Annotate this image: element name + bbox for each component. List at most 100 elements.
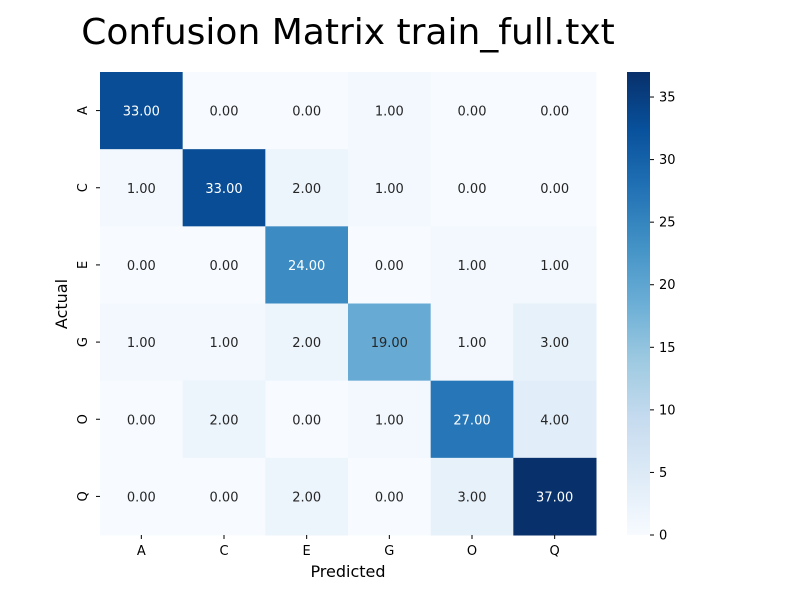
cell-value-label: 2.00	[292, 336, 321, 351]
heatmap-cell	[265, 303, 349, 382]
heatmap-cell	[348, 457, 432, 536]
x-tick-label: C	[219, 544, 228, 559]
colorbar-tick-label: 20	[659, 278, 676, 293]
x-tick-label: A	[137, 544, 146, 559]
cell-value-label: 0.00	[210, 105, 239, 120]
chart-title: Confusion Matrix train_full.txt	[81, 12, 615, 53]
cell-value-label: 1.00	[210, 336, 239, 351]
colorbar-tick-label: 10	[659, 403, 676, 418]
cell-value-label: 0.00	[375, 490, 404, 505]
heatmap-cell	[100, 457, 184, 536]
x-tick-label: O	[467, 544, 477, 559]
heatmap-cell	[100, 303, 184, 382]
colorbar-tick-label: 35	[659, 91, 676, 106]
cell-value-label: 3.00	[458, 490, 487, 505]
cell-value-label: 0.00	[540, 182, 569, 197]
cell-value-label: 1.00	[540, 259, 569, 274]
heatmap-cell	[182, 303, 266, 382]
x-tick-label: E	[303, 544, 311, 559]
y-tick-label: A	[76, 106, 91, 115]
cell-value-label: 0.00	[127, 490, 156, 505]
heatmap-cell	[513, 72, 597, 150]
colorbar-ticks: 0 5 10 15 20 25 30 35	[650, 91, 676, 544]
cell-value-label: 27.00	[453, 413, 490, 428]
colorbar-tick-label: 5	[659, 466, 667, 481]
heatmap-cell	[265, 457, 349, 536]
colorbar-tick-label: 15	[659, 341, 676, 356]
y-tick-label: G	[76, 337, 91, 347]
heatmap-cell	[265, 226, 349, 304]
heatmap-cell	[348, 226, 432, 304]
heatmap-cell	[182, 226, 266, 304]
cell-value-label: 1.00	[375, 182, 404, 197]
cell-value-label: 0.00	[127, 259, 156, 274]
cell-value-label: 0.00	[292, 105, 321, 120]
heatmap-cell	[182, 72, 266, 150]
cell-value-label: 1.00	[375, 105, 404, 120]
colorbar-tick-label: 25	[659, 216, 676, 231]
cell-value-label: 4.00	[540, 413, 569, 428]
heatmap-cell	[430, 303, 514, 382]
heatmap-cell	[430, 72, 514, 150]
heatmap-cell	[100, 149, 184, 227]
cell-value-label: 0.00	[210, 259, 239, 274]
heatmap-cells	[100, 72, 597, 536]
heatmap-cell	[265, 380, 349, 459]
colorbar-tick-label: 30	[659, 153, 676, 168]
cell-value-label: 0.00	[127, 413, 156, 428]
heatmap-cell	[265, 149, 349, 227]
cell-value-label: 0.00	[292, 413, 321, 428]
cell-value-label: 1.00	[458, 336, 487, 351]
heatmap-cell	[265, 72, 349, 150]
y-axis-label: Actual	[52, 279, 71, 329]
cell-value-label: 0.00	[458, 105, 487, 120]
cell-value-label: 2.00	[292, 490, 321, 505]
heatmap-cell	[348, 72, 432, 150]
cell-value-label: 1.00	[375, 413, 404, 428]
cell-value-label: 0.00	[458, 182, 487, 197]
heatmap-cell	[513, 303, 597, 382]
heatmap-cell	[430, 226, 514, 304]
cell-value-label: 24.00	[288, 259, 325, 274]
cell-value-label: 2.00	[210, 413, 239, 428]
heatmap-cell	[513, 149, 597, 227]
heatmap-cell	[513, 380, 597, 459]
heatmap-cell	[430, 380, 514, 459]
cell-value-label: 2.00	[292, 182, 321, 197]
cell-value-label: 33.00	[205, 182, 242, 197]
cell-value-label: 3.00	[540, 336, 569, 351]
cell-value-label: 33.00	[123, 105, 160, 120]
cell-value-label: 0.00	[540, 105, 569, 120]
cell-value-label: 1.00	[127, 182, 156, 197]
y-axis: A C E G O Q	[76, 106, 100, 502]
colorbar	[627, 72, 650, 535]
cell-value-label: 19.00	[371, 336, 408, 351]
y-tick-label: O	[76, 414, 91, 424]
cell-value-label: 37.00	[536, 490, 573, 505]
cell-value-label: 1.00	[127, 336, 156, 351]
heatmap-cell	[348, 303, 432, 382]
x-tick-label: G	[384, 544, 394, 559]
heatmap-cell	[100, 226, 184, 304]
colorbar-tick-label: 0	[659, 529, 667, 544]
cell-value-label: 1.00	[458, 259, 487, 274]
cell-value-label: 0.00	[375, 259, 404, 274]
heatmap-cell	[348, 149, 432, 227]
heatmap-cell-labels: 33.00 0.00 0.00 1.00 0.00 0.00 1.00 33.00 2.00 1.…	[123, 105, 574, 506]
heatmap-cell	[182, 457, 266, 536]
y-tick-label: C	[76, 183, 91, 192]
heatmap-cell	[430, 457, 514, 536]
heatmap-cell	[348, 380, 432, 459]
x-tick-label: Q	[550, 544, 560, 559]
heatmap-cell	[182, 380, 266, 459]
heatmap-cell	[513, 457, 597, 536]
heatmap-cell	[430, 149, 514, 227]
y-tick-label: Q	[76, 491, 91, 501]
x-axis-label: Predicted	[310, 562, 385, 581]
heatmap-cell	[100, 380, 184, 459]
y-tick-label: E	[76, 261, 91, 269]
heatmap-cell	[182, 149, 266, 227]
heatmap-cell	[100, 72, 184, 150]
